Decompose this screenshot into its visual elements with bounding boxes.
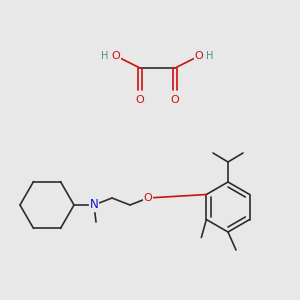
Text: O: O bbox=[136, 95, 144, 105]
Text: N: N bbox=[90, 199, 98, 212]
Text: H: H bbox=[206, 51, 214, 61]
Text: O: O bbox=[195, 51, 203, 61]
Text: O: O bbox=[112, 51, 120, 61]
Text: H: H bbox=[101, 51, 109, 61]
Text: O: O bbox=[144, 193, 152, 203]
Text: O: O bbox=[171, 95, 179, 105]
